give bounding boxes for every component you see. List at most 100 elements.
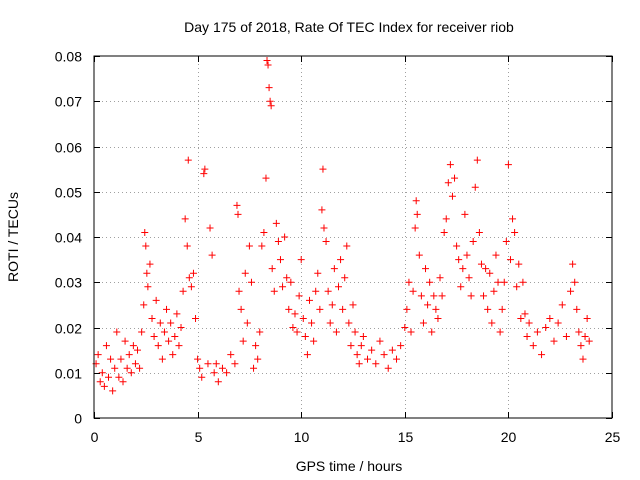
data-point (272, 219, 280, 227)
data-point (393, 355, 401, 363)
data-point (569, 260, 577, 268)
data-point (194, 355, 202, 363)
data-point (475, 228, 483, 236)
data-point (156, 319, 164, 327)
data-point (231, 360, 239, 368)
data-point (376, 337, 384, 345)
data-point (283, 274, 291, 282)
data-point (341, 274, 349, 282)
data-point (446, 161, 454, 169)
data-point (542, 324, 550, 331)
data-point (234, 210, 242, 218)
data-point (529, 342, 537, 350)
data-point (185, 274, 193, 282)
data-point (171, 333, 179, 341)
data-point (364, 355, 372, 363)
data-point (434, 314, 442, 322)
data-point (252, 342, 260, 350)
data-point (260, 228, 268, 236)
data-point (165, 337, 173, 345)
data-point (179, 287, 187, 295)
data-point (250, 364, 258, 372)
data-point (212, 360, 220, 368)
data-point (150, 333, 158, 341)
data-point (241, 269, 249, 277)
data-point (285, 305, 293, 313)
data-point (247, 278, 255, 286)
data-point (519, 278, 527, 286)
data-point (270, 287, 278, 295)
y-tick-label: 0.01 (55, 366, 82, 382)
data-point (494, 278, 502, 286)
data-point (492, 251, 500, 259)
data-point (442, 215, 450, 223)
data-point (496, 328, 504, 336)
data-point (359, 333, 367, 341)
data-point (577, 342, 585, 350)
data-point (129, 342, 137, 350)
x-tick-label: 10 (294, 429, 310, 445)
data-point (581, 333, 589, 341)
data-point (401, 324, 409, 331)
data-point (330, 265, 338, 273)
chart-title: Day 175 of 2018, Rate Of TEC Index for r… (184, 19, 514, 35)
data-point (102, 342, 110, 350)
data-point (264, 61, 272, 69)
data-point (117, 355, 125, 363)
data-point (98, 369, 106, 377)
data-point (163, 305, 171, 313)
data-point (125, 351, 133, 359)
data-point (585, 337, 593, 345)
data-point (419, 319, 427, 327)
data-point (289, 324, 297, 331)
data-point (239, 337, 247, 345)
data-point (295, 292, 303, 300)
data-point (263, 57, 271, 65)
data-point (345, 319, 353, 327)
data-point (223, 369, 231, 377)
data-point (206, 224, 214, 232)
data-point (413, 210, 421, 218)
data-point (554, 319, 562, 327)
data-point (467, 292, 475, 300)
data-point (388, 346, 396, 354)
data-point (509, 215, 517, 223)
data-point (459, 265, 467, 273)
data-point (397, 342, 405, 350)
data-point (169, 351, 177, 359)
data-point (276, 256, 284, 264)
x-axis-label: GPS time / hours (296, 458, 403, 474)
data-point (380, 351, 388, 359)
data-point (444, 179, 452, 187)
data-point (328, 301, 336, 309)
data-point (488, 319, 496, 327)
data-point (567, 287, 575, 295)
y-tick-label: 0.03 (55, 275, 82, 291)
data-point (136, 364, 144, 372)
data-point (279, 283, 287, 291)
data-point (482, 265, 490, 273)
data-point (332, 328, 340, 336)
data-point (558, 301, 566, 309)
data-point (200, 170, 208, 178)
x-tick-label: 15 (398, 429, 414, 445)
data-point (480, 292, 488, 300)
data-point (121, 337, 129, 345)
data-point (143, 269, 151, 277)
data-point (407, 328, 415, 336)
data-point (409, 287, 417, 295)
data-point (177, 324, 185, 331)
data-point (175, 342, 183, 350)
data-point (334, 283, 342, 291)
grid-lines (94, 56, 612, 418)
data-point (515, 260, 523, 268)
data-point (451, 174, 459, 182)
data-point (146, 260, 154, 268)
data-point (243, 319, 251, 327)
data-point (268, 265, 276, 273)
data-point (417, 292, 425, 300)
data-point (372, 360, 380, 368)
data-point (430, 292, 438, 300)
data-point (266, 97, 274, 105)
data-point (504, 161, 512, 169)
